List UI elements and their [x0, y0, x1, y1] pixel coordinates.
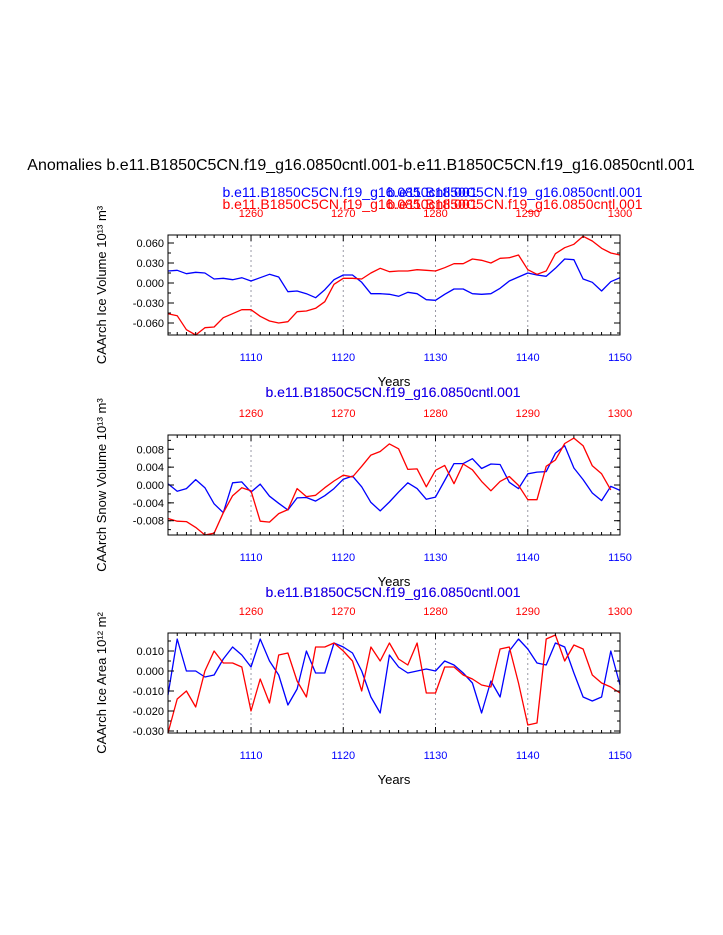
series-line-red	[167, 235, 621, 336]
panel-1: b.e11.B1850C5CN.f19_g16.0850cntl.001b.e1…	[94, 184, 643, 389]
y-axis-label: CAArch Ice Volume 10¹³ m³	[94, 205, 109, 364]
y-axis-label: CAArch Snow Volume 10¹³ m³	[94, 398, 109, 572]
x-axis-label: Years	[378, 574, 411, 589]
bottom-tick-label: 1140	[516, 352, 540, 364]
top-tick-label: 1270	[331, 606, 355, 618]
plot-frame	[167, 234, 621, 336]
x-axis-label: Years	[378, 374, 411, 389]
top-tick-label: 1270	[331, 208, 355, 220]
series-line-blue	[167, 638, 621, 714]
y-tick-label: 0.004	[136, 462, 164, 474]
top-tick-label: 1280	[423, 606, 447, 618]
top-tick-label: 1300	[608, 606, 632, 618]
panel-header: b.e11.B1850C5CN.f19_g16.0850cntl.001	[265, 384, 520, 400]
y-tick-label: 0.008	[136, 444, 164, 456]
y-tick-label: 0.060	[136, 238, 164, 250]
bottom-tick-label: 1130	[424, 352, 448, 364]
bottom-tick-label: 1110	[240, 552, 263, 564]
y-tick-label: 0.000	[136, 480, 164, 492]
bottom-tick-label: 1140	[516, 552, 540, 564]
series-line-red	[167, 634, 621, 734]
bottom-tick-label: 1120	[331, 552, 355, 564]
top-tick-label: 1270	[331, 408, 355, 420]
bottom-tick-label: 1130	[424, 750, 448, 762]
y-tick-label: -0.008	[133, 516, 164, 528]
top-tick-label: 1290	[516, 408, 540, 420]
panel-header: b.e11.B1850C5CN.f19_g16.0850cntl.001	[222, 184, 477, 200]
y-tick-label: -0.004	[133, 498, 164, 510]
top-tick-label: 1260	[239, 408, 263, 420]
series-line-red	[167, 437, 612, 536]
bottom-tick-label: 1150	[608, 750, 632, 762]
panel-header: b.e11.B1850C5CN.f19_g16.0850cntl.001	[265, 584, 520, 600]
panel-header: b.e11.B1850C5CN.f19_g16.0850cntl.001	[222, 196, 477, 212]
bottom-tick-label: 1130	[424, 552, 448, 564]
top-tick-label: 1300	[608, 208, 632, 220]
panels: b.e11.B1850C5CN.f19_g16.0850cntl.001b.e1…	[94, 184, 643, 787]
panel-header: b.e11.B1850C5CN.f19_g16.0850cntl.001	[265, 584, 520, 600]
bottom-tick-label: 1120	[331, 750, 355, 762]
y-tick-label: -0.030	[133, 298, 164, 310]
panel-3: b.e11.B1850C5CN.f19_g16.0850cntl.001b.e1…	[94, 584, 632, 787]
top-tick-label: 1280	[423, 208, 447, 220]
y-tick-label: -0.020	[133, 706, 164, 718]
top-tick-label: 1280	[423, 408, 447, 420]
y-axis-label: CAArch Ice Area 10¹² m²	[94, 612, 109, 754]
bottom-tick-label: 1150	[608, 552, 632, 564]
bottom-tick-label: 1110	[240, 750, 263, 762]
y-tick-label: -0.010	[133, 686, 164, 698]
bottom-tick-label: 1150	[608, 352, 632, 364]
y-tick-label: -0.030	[133, 726, 164, 738]
panel-header: b.e11.B1850C5CN.f19_g16.0850cntl.001	[387, 196, 642, 212]
y-tick-label: 0.010	[136, 646, 164, 658]
y-tick-label: 0.000	[136, 278, 164, 290]
top-tick-label: 1260	[239, 606, 263, 618]
bottom-tick-label: 1120	[331, 352, 355, 364]
top-tick-label: 1290	[516, 606, 540, 618]
panel-2: b.e11.B1850C5CN.f19_g16.0850cntl.001b.e1…	[94, 384, 632, 589]
bottom-tick-label: 1110	[240, 352, 263, 364]
y-tick-label: -0.060	[133, 318, 164, 330]
top-tick-label: 1290	[516, 208, 540, 220]
y-tick-label: 0.000	[136, 666, 164, 678]
plot-frame	[167, 632, 621, 734]
panel-header: b.e11.B1850C5CN.f19_g16.0850cntl.001	[265, 384, 520, 400]
top-tick-label: 1260	[239, 208, 263, 220]
bottom-tick-label: 1140	[516, 750, 540, 762]
panel-header: b.e11.B1850C5CN.f19_g16.0850cntl.001	[387, 184, 642, 200]
x-axis-label: Years	[378, 772, 411, 787]
series-line-blue	[167, 258, 621, 301]
y-tick-label: 0.030	[136, 258, 164, 270]
main-title: Anomalies b.e11.B1850C5CN.f19_g16.0850cn…	[27, 157, 695, 174]
top-tick-label: 1300	[608, 408, 632, 420]
